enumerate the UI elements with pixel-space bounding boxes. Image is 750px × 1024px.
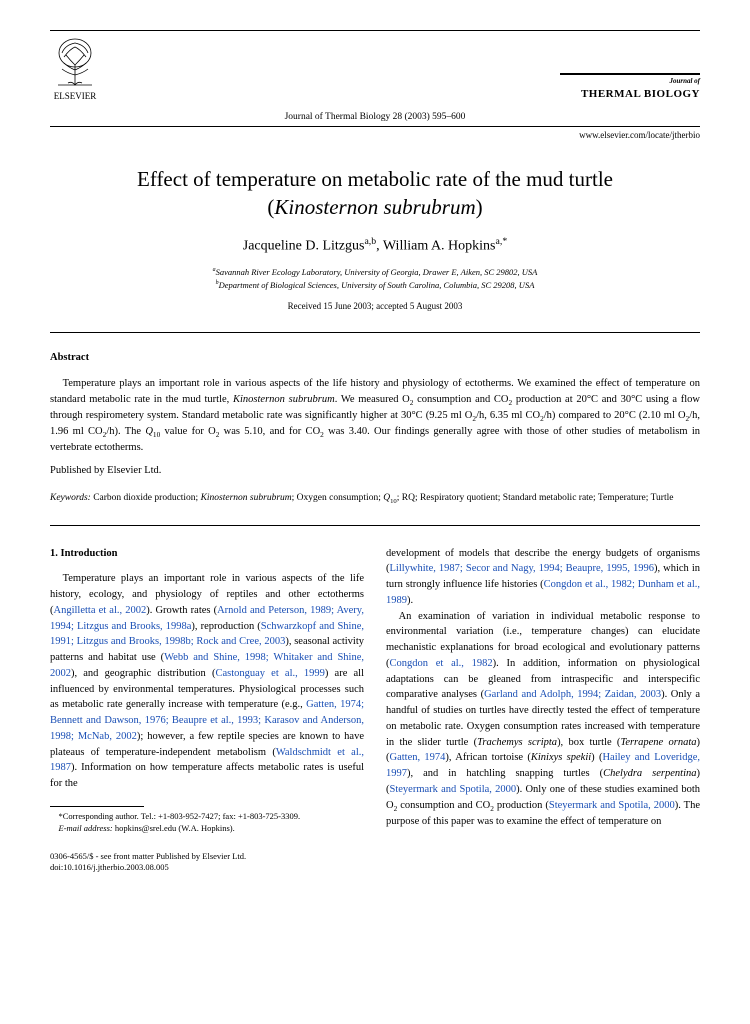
journal-logo-small: Journal of <box>560 77 700 87</box>
citation-link[interactable]: Lillywhite, 1987; Secor and Nagy, 1994; … <box>390 563 654 574</box>
species: Chelydra serpentina <box>603 768 696 779</box>
kw-species: Kinosternon subrubrum <box>201 493 292 503</box>
citation-link[interactable]: Steyermark and Spotila, 2000 <box>390 784 517 795</box>
citation-link[interactable]: Castonguay et al., 1999 <box>215 668 324 679</box>
abs-t: /h, 6.35 ml CO <box>476 410 540 421</box>
column-left: 1. Introduction Temperature plays an imp… <box>50 546 364 835</box>
footer-doi: doi:10.1016/j.jtherbio.2003.08.005 <box>50 862 700 874</box>
journal-citation: Journal of Thermal Biology 28 (2003) 595… <box>50 111 700 124</box>
citation-link[interactable]: Congdon et al., 1982 <box>390 658 493 669</box>
elsevier-tree-icon <box>50 35 100 90</box>
footer: 0306-4565/$ - see front matter Published… <box>50 851 700 875</box>
journal-logo-big: THERMAL BIOLOGY <box>560 87 700 102</box>
abstract-text: Temperature plays an important role in v… <box>50 376 700 456</box>
kw-t: Carbon dioxide production; <box>91 493 201 503</box>
email-value: hopkins@srel.edu (W.A. Hopkins). <box>113 823 235 833</box>
abs-t: . We measured O <box>335 394 410 405</box>
journal-logo: Journal of THERMAL BIOLOGY <box>560 73 700 102</box>
sub: 10 <box>390 498 397 505</box>
authors: Jacqueline D. Litzgusa,b, William A. Hop… <box>50 235 700 256</box>
citation-link[interactable]: Gatten, 1974 <box>390 752 446 763</box>
species: Trachemys scripta <box>477 737 557 748</box>
abs-t: value for O <box>160 426 215 437</box>
txt: consumption and CO <box>397 800 490 811</box>
txt: ), and geographic distribution ( <box>71 668 215 679</box>
divider-top <box>50 332 700 333</box>
header-row: ELSEVIER Journal of THERMAL BIOLOGY <box>50 30 700 103</box>
elsevier-label: ELSEVIER <box>54 90 97 103</box>
abs-species: Kinosternon subrubrum <box>233 394 335 405</box>
author-2: William A. Hopkins <box>383 239 496 254</box>
citation-link[interactable]: Angilletta et al., 2002 <box>54 605 147 616</box>
email-label: E-mail address: <box>59 823 113 833</box>
intro-heading: 1. Introduction <box>50 546 364 562</box>
publisher-line: Published by Elsevier Ltd. <box>50 464 700 479</box>
journal-url: www.elsevier.com/locate/jtherbio <box>50 126 700 142</box>
author-sep: , <box>376 239 383 254</box>
abstract-heading: Abstract <box>50 351 700 366</box>
kw-t: ; Oxygen consumption; <box>292 493 384 503</box>
received-dates: Received 15 June 2003; accepted 5 August… <box>50 300 700 313</box>
intro-p2: An examination of variation in individua… <box>386 609 700 830</box>
species: Kinixys spekii <box>531 752 591 763</box>
title-paren-close: ) <box>476 195 483 219</box>
txt: ), reproduction ( <box>191 621 260 632</box>
txt: ) ( <box>591 752 602 763</box>
affil-a: Savannah River Ecology Laboratory, Unive… <box>216 267 538 277</box>
author-1-sup: a,b <box>364 236 376 247</box>
abs-t: was 5.10, and for CO <box>219 426 320 437</box>
author-2-star: * <box>502 236 507 247</box>
txt: production ( <box>494 800 549 811</box>
title-line1: Effect of temperature on metabolic rate … <box>137 167 613 191</box>
article-title: Effect of temperature on metabolic rate … <box>50 166 700 221</box>
affiliations: aSavannah River Ecology Laboratory, Univ… <box>50 266 700 292</box>
intro-p1: Temperature plays an important role in v… <box>50 571 364 792</box>
keywords: Keywords: Carbon dioxide production; Kin… <box>50 491 700 507</box>
txt: ). Information on how temperature affect… <box>50 762 364 789</box>
species: Terrapene ornata <box>620 737 696 748</box>
keywords-label: Keywords: <box>50 493 91 503</box>
abs-q: Q <box>145 426 153 437</box>
author-1: Jacqueline D. Litzgus <box>243 239 365 254</box>
corresponding-author: *Corresponding author. Tel.: +1-803-952-… <box>50 811 364 823</box>
footer-copyright: 0306-4565/$ - see front matter Published… <box>50 851 700 863</box>
abs-t: /h) compared to 20°C (2.10 ml O <box>544 410 686 421</box>
txt: ). Growth rates ( <box>146 605 217 616</box>
txt: ), African tortoise ( <box>445 752 530 763</box>
citation-link[interactable]: Steyermark and Spotila, 2000 <box>549 800 675 811</box>
elsevier-logo: ELSEVIER <box>50 35 100 103</box>
affil-b: Department of Biological Sciences, Unive… <box>219 280 535 290</box>
citation-link[interactable]: Garland and Adolph, 1994; Zaidan, 2003 <box>484 689 661 700</box>
footnote-separator <box>50 806 144 807</box>
txt: ), and in hatchling snapping turtles ( <box>407 768 603 779</box>
txt: ), box turtle ( <box>557 737 620 748</box>
column-right: development of models that describe the … <box>386 546 700 835</box>
intro-p1-cont: development of models that describe the … <box>386 546 700 609</box>
abs-t: /h). The <box>106 426 145 437</box>
title-species: Kinosternon subrubrum <box>274 195 475 219</box>
abs-t: consumption and CO <box>413 394 508 405</box>
divider-bottom <box>50 525 700 526</box>
body-columns: 1. Introduction Temperature plays an imp… <box>50 546 700 835</box>
kw-t: ; RQ; Respiratory quotient; Standard met… <box>397 493 674 503</box>
txt: ). <box>407 595 413 606</box>
email-footnote: E-mail address: hopkins@srel.edu (W.A. H… <box>50 823 364 835</box>
